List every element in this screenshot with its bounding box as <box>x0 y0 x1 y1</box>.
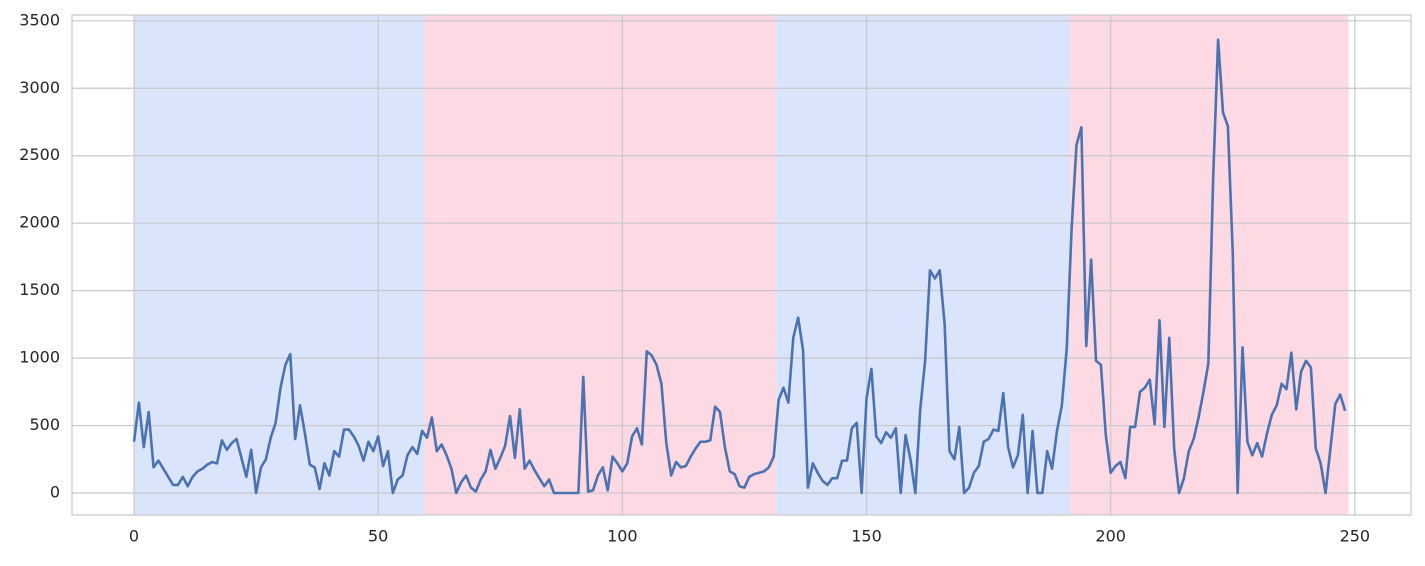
x-tick-label: 100 <box>607 527 638 546</box>
y-tick-label: 0 <box>50 483 60 502</box>
spans <box>134 15 1349 515</box>
x-tick-label: 0 <box>129 527 139 546</box>
y-tick-label: 2000 <box>19 213 60 232</box>
x-tick-label: 200 <box>1095 527 1126 546</box>
y-tick-label: 1000 <box>19 348 60 367</box>
y-tick-label: 1500 <box>19 280 60 299</box>
y-tick-label: 500 <box>29 415 60 434</box>
grid <box>72 15 1411 515</box>
line-series <box>132 38 1347 495</box>
y-tick-label: 2500 <box>19 145 60 164</box>
shaded-span <box>1070 15 1349 515</box>
shaded-span <box>134 15 425 515</box>
x-tick-label: 50 <box>368 527 388 546</box>
lines <box>132 38 1347 495</box>
shaded-span <box>776 15 1071 515</box>
shaded-span <box>424 15 777 515</box>
y-tick-label: 3000 <box>19 78 60 97</box>
x-tick-label: 250 <box>1340 527 1371 546</box>
plot-frame <box>71 14 1412 516</box>
x-tick-label: 150 <box>851 527 882 546</box>
y-tick-label: 3500 <box>19 10 60 29</box>
labels: 0 500 1000 1500 2000 2500 3000 3500 0 50 100 150 200… <box>19 10 1370 545</box>
